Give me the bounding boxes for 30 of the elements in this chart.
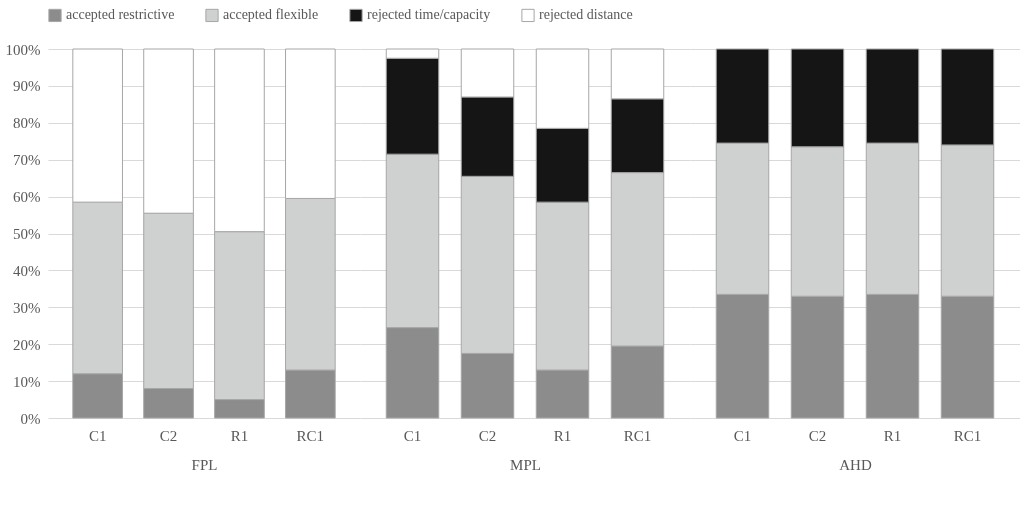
x-axis-title: AHD	[839, 456, 872, 473]
legend-label: accepted flexible	[223, 7, 319, 23]
x-tick-label: R1	[230, 427, 249, 444]
x-axis-title: MPL	[510, 456, 541, 473]
x-tick-label: R1	[883, 427, 902, 444]
x-tick-label: C1	[88, 427, 107, 444]
x-tick-label: C2	[478, 427, 497, 444]
y-tick-label: 90%	[13, 78, 41, 95]
x-tick-label: RC1	[296, 427, 325, 444]
y-tick-label: 0%	[20, 410, 41, 427]
y-tick-label: 40%	[13, 262, 41, 279]
x-axis-title: FPL	[191, 456, 218, 473]
y-tick-label: 100%	[5, 41, 41, 58]
x-tick-label: C2	[808, 427, 827, 444]
y-tick-label: 60%	[13, 189, 41, 206]
x-tick-label: C1	[403, 427, 422, 444]
y-tick-label: 70%	[13, 152, 41, 169]
x-tick-label: C1	[733, 427, 752, 444]
y-tick-label: 80%	[13, 115, 41, 132]
x-tick-label: R1	[553, 427, 572, 444]
legend-label: accepted restrictive	[66, 7, 175, 23]
x-tick-label: C2	[159, 427, 178, 444]
y-tick-label: 10%	[13, 373, 41, 390]
x-tick-label: RC1	[953, 427, 982, 444]
y-tick-label: 20%	[13, 336, 41, 353]
y-tick-label: 50%	[13, 226, 41, 242]
y-tick-label: 30%	[13, 299, 41, 316]
legend-label: rejected distance	[539, 7, 633, 23]
legend-label: rejected time/capacity	[367, 7, 491, 23]
x-tick-label: RC1	[623, 427, 652, 444]
